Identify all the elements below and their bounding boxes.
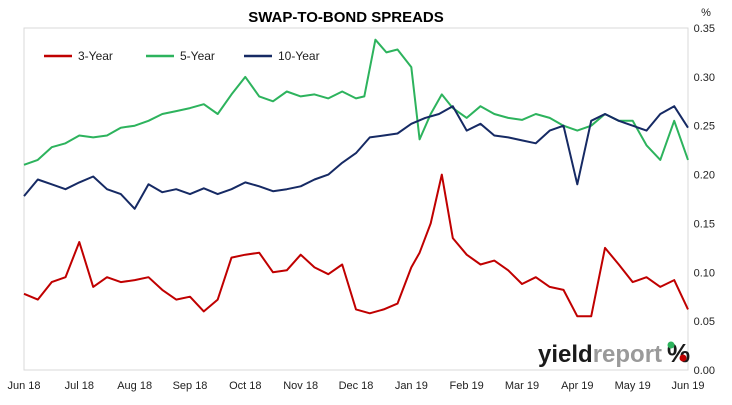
y-tick-label: 0.20 (694, 170, 715, 182)
x-tick-label: Aug 18 (117, 380, 152, 392)
y-tick-label: 0.15 (694, 218, 715, 230)
x-tick-label: Nov 18 (283, 380, 318, 392)
yieldreport-logo: yieldreport% (538, 338, 690, 368)
y-tick-label: 0.00 (694, 365, 715, 377)
x-tick-label: Sep 18 (173, 380, 208, 392)
y-tick-label: 0.30 (694, 72, 715, 84)
x-tick-label: Mar 19 (505, 380, 539, 392)
x-tick-label: Jun 19 (671, 380, 704, 392)
y-tick-label: 0.05 (694, 316, 715, 328)
x-tick-label: Jun 18 (7, 380, 40, 392)
y-tick-label: 0.35 (694, 23, 715, 35)
x-tick-label: Dec 18 (339, 380, 374, 392)
x-tick-label: May 19 (615, 380, 651, 392)
y-tick-label: 0.10 (694, 267, 715, 279)
legend-label-10-year: 10-Year (278, 49, 320, 63)
series-line-3-year (23, 173, 689, 318)
legend-item-10-year: 10-Year (244, 49, 320, 63)
x-tick-label: Jul 18 (65, 380, 94, 392)
logo-text-report: report (593, 341, 662, 368)
y-tick-label: 0.25 (694, 121, 715, 133)
x-tick-label: Feb 19 (450, 380, 484, 392)
x-tick-label: Apr 19 (561, 380, 593, 392)
logo-text-yield: yield (538, 341, 593, 368)
series-lines (23, 38, 689, 318)
x-axis-ticks: Jun 18 Jul 18 Aug 18 Sep 18 Oct 18 Nov 18 Dec … (7, 380, 704, 392)
x-tick-label: Jan 19 (395, 380, 428, 392)
svg-text:yieldreport%: yieldreport% (538, 338, 690, 368)
legend-label-3-year: 3-Year (78, 49, 113, 63)
legend: 3-Year 5-Year 10-Year (44, 49, 320, 63)
y-axis-ticks: 0.00 0.05 0.10 0.15 0.20 0.25 0.30 0.35 (694, 23, 715, 377)
x-tick-label: Oct 18 (229, 380, 261, 392)
logo-red-dot (679, 354, 687, 362)
legend-label-5-year: 5-Year (180, 49, 215, 63)
series-line-5-year (23, 38, 689, 166)
chart-title: SWAP-TO-BOND SPREADS (248, 9, 444, 26)
legend-item-5-year: 5-Year (146, 49, 215, 63)
legend-item-3-year: 3-Year (44, 49, 113, 63)
y-axis-unit: % (701, 7, 711, 19)
logo-green-dot (667, 341, 675, 349)
series-line-10-year (23, 105, 689, 210)
plot-area-border (23, 27, 689, 371)
